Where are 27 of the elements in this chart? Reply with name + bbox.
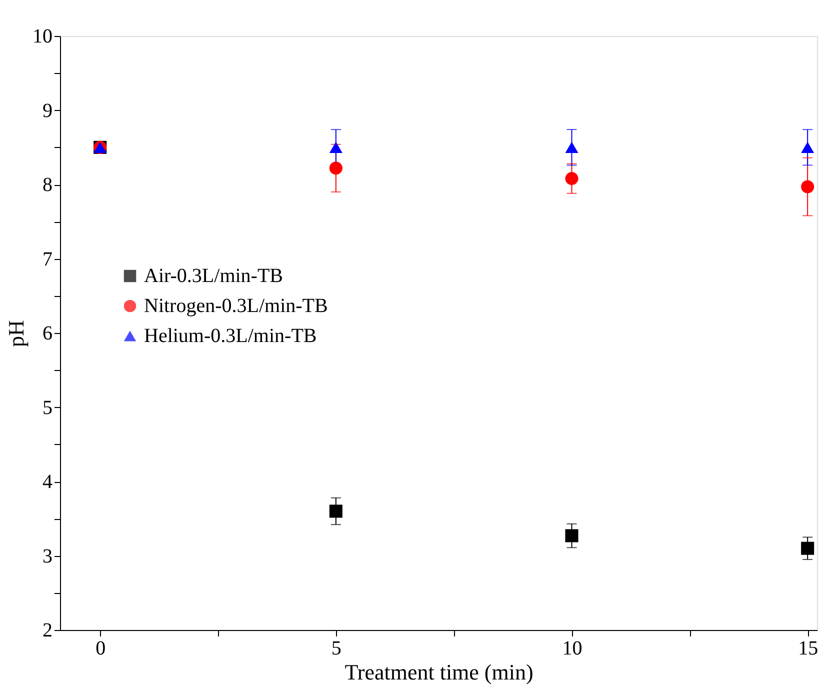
point xyxy=(565,529,578,542)
point xyxy=(565,142,578,154)
x-tick-label: 15 xyxy=(798,638,818,660)
point xyxy=(329,162,342,175)
point xyxy=(565,172,578,186)
point xyxy=(801,142,814,154)
y-tick-label: 2 xyxy=(42,620,52,642)
y-tick-label: 6 xyxy=(42,322,52,344)
y-tick-label: 10 xyxy=(32,26,52,48)
point xyxy=(329,504,342,518)
point xyxy=(801,542,814,555)
y-tick-label: 8 xyxy=(42,174,52,196)
legend-label: Air-0.3L/min-TB xyxy=(144,265,284,287)
y-tick-label: 7 xyxy=(42,248,52,270)
point xyxy=(801,180,814,194)
legend-label: Helium-0.3L/min-TB xyxy=(144,325,317,347)
x-tick-label: 0 xyxy=(96,638,106,660)
y-tick-label: 3 xyxy=(42,545,52,568)
y-axis-title: pH xyxy=(4,320,28,347)
y-tick-label: 4 xyxy=(42,471,52,493)
y-tick-label: 9 xyxy=(42,100,52,122)
point xyxy=(329,142,342,154)
x-axis-title: Treatment time (min) xyxy=(344,660,534,684)
y-tick-label: 5 xyxy=(42,396,52,419)
x-tick-label: 5 xyxy=(331,638,342,660)
x-tick-label: 10 xyxy=(562,638,582,660)
legend-label: Nitrogen-0.3L/min-TB xyxy=(144,295,328,317)
